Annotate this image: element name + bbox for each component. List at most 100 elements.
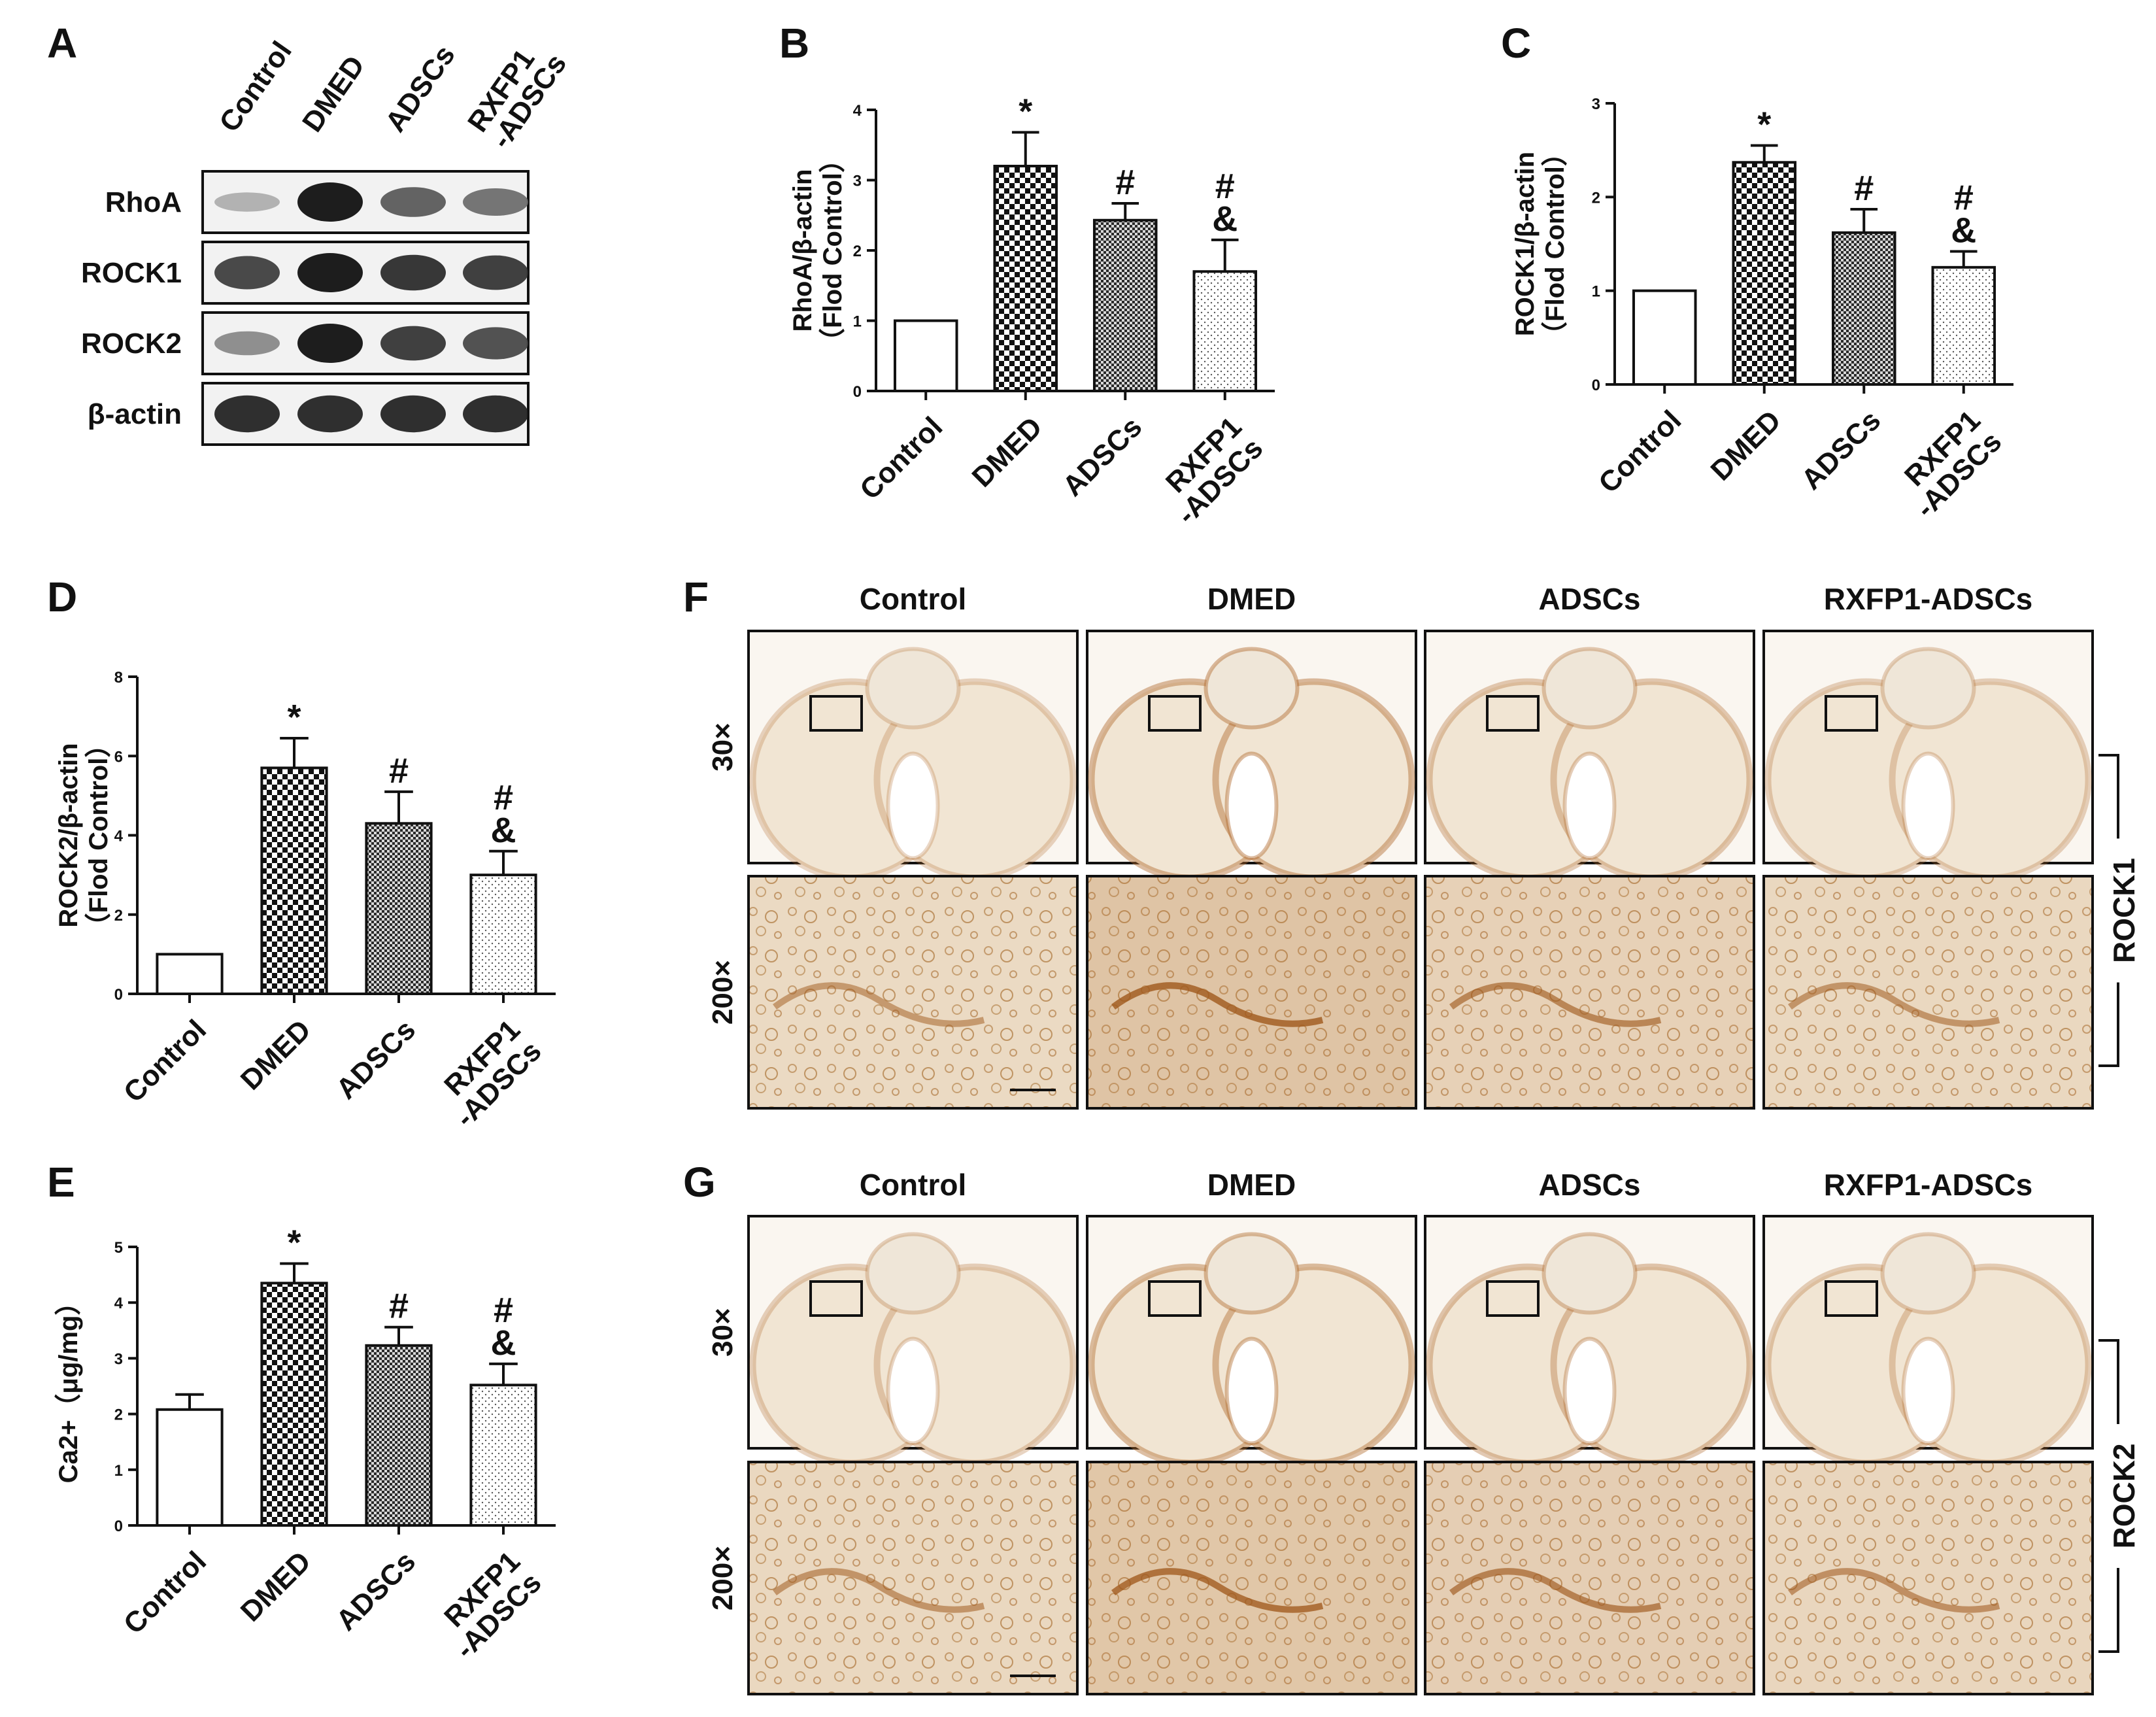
significance-mark-line: # bbox=[389, 1287, 409, 1326]
magnification-label: 30× bbox=[707, 1308, 739, 1357]
panel-label-g: G bbox=[683, 1159, 716, 1206]
y-tick-label: 2 bbox=[114, 1406, 123, 1424]
category-label: ADSCs bbox=[330, 1013, 422, 1105]
category-label: Control bbox=[118, 1545, 212, 1640]
y-tick-label: 6 bbox=[114, 748, 123, 766]
vessel-region bbox=[1901, 1336, 1955, 1446]
blot-band bbox=[297, 395, 363, 433]
category-label-line: ADSCs bbox=[330, 1013, 422, 1105]
zoom-box bbox=[1825, 1280, 1878, 1317]
y-tick-label: 3 bbox=[114, 1350, 123, 1368]
y-tick-label: 3 bbox=[1592, 95, 1600, 113]
category-label-line: Control bbox=[1592, 404, 1687, 499]
y-axis-label-line: Ca2+（μg/mg） bbox=[54, 1289, 83, 1484]
y-tick-label: 4 bbox=[114, 1295, 124, 1312]
significance-mark-line: # bbox=[389, 751, 409, 790]
significance-mark-line: * bbox=[1757, 105, 1771, 144]
category-label-line: DMED bbox=[966, 411, 1049, 493]
category-label: DMED bbox=[235, 1545, 317, 1627]
bar bbox=[365, 822, 433, 995]
significance-mark: * bbox=[1019, 92, 1032, 131]
side-label-backdrop bbox=[2105, 1424, 2144, 1568]
y-tick-label: 1 bbox=[1592, 283, 1600, 301]
y-axis-label-line: ROCK1/β-actin bbox=[1511, 152, 1540, 336]
panel-label-b: B bbox=[779, 20, 809, 67]
category-label-line: DMED bbox=[235, 1545, 317, 1627]
histology-column-header: Control bbox=[860, 1168, 967, 1202]
histology-column-header: RXFP1-ADSCs bbox=[1824, 582, 2033, 616]
bar bbox=[1192, 270, 1258, 392]
blot-lane-label: Control bbox=[213, 36, 298, 138]
zoom-box bbox=[1486, 695, 1540, 732]
magnification-label-line: 200× bbox=[707, 1546, 739, 1610]
bar bbox=[1931, 265, 1996, 386]
histology-column-header: RXFP1-ADSCs bbox=[1824, 1168, 2033, 1202]
side-label: ROCK2 bbox=[2107, 1443, 2141, 1548]
y-axis-label: ROCK1/β-actin（Flod Control） bbox=[1511, 140, 1570, 348]
significance-mark: * bbox=[287, 1223, 301, 1263]
urethra-region bbox=[865, 1232, 961, 1315]
urethra-region bbox=[865, 647, 961, 730]
side-label-line: ROCK2 bbox=[2107, 1443, 2141, 1548]
magnification-label-line: 200× bbox=[707, 960, 739, 1025]
category-label-line: Control bbox=[118, 1013, 212, 1108]
stained-septum bbox=[773, 1568, 985, 1613]
vessel-region bbox=[1901, 751, 1955, 860]
y-tick-label: 1 bbox=[114, 1462, 123, 1480]
stained-septum bbox=[1788, 1568, 2000, 1613]
zoom-box bbox=[809, 695, 863, 732]
significance-mark-line: # bbox=[1115, 163, 1135, 202]
blot-band bbox=[380, 326, 446, 361]
blot-protein-label: ROCK2 bbox=[81, 328, 182, 360]
y-axis-label-line: （Flod Control） bbox=[84, 732, 113, 940]
histology-column-header: DMED bbox=[1207, 582, 1296, 616]
category-label-line: DMED bbox=[235, 1013, 317, 1096]
histology-column-header: Control bbox=[860, 582, 967, 616]
y-axis-label: RhoA/β-actin（Flod Control） bbox=[788, 146, 847, 354]
significance-mark-line: # bbox=[1954, 178, 1974, 217]
bar bbox=[260, 766, 328, 995]
blot-band bbox=[380, 254, 446, 291]
bar bbox=[1831, 231, 1896, 386]
y-axis-label-line: （Flod Control） bbox=[818, 146, 847, 354]
zoom-box bbox=[1148, 1280, 1202, 1317]
urethra-region bbox=[1880, 647, 1976, 730]
significance-mark: # bbox=[389, 751, 409, 790]
panel-label-e: E bbox=[47, 1159, 75, 1206]
blot-band bbox=[297, 182, 363, 222]
category-label: DMED bbox=[235, 1013, 317, 1096]
category-label: DMED bbox=[1705, 404, 1787, 486]
magnification-label: 200× bbox=[707, 1546, 739, 1610]
vessel-region bbox=[886, 751, 940, 860]
category-label: RXFP1-ADSCs bbox=[1888, 404, 2008, 524]
significance-mark: # & bbox=[1212, 167, 1238, 239]
y-tick-label: 8 bbox=[114, 669, 123, 687]
vessel-region bbox=[1562, 751, 1617, 860]
panel-label-d: D bbox=[47, 573, 77, 620]
histology-block-G: G Control DMED ADSCs RXFP1-ADSCs 30× 200× ROCK2 bbox=[683, 1159, 2144, 1695]
bar bbox=[1732, 161, 1797, 386]
magnification-label-line: 30× bbox=[707, 1308, 739, 1357]
category-label: Control bbox=[1592, 404, 1687, 499]
panel-label-a: A bbox=[47, 20, 77, 67]
y-axis-label-line: （Flod Control） bbox=[1541, 140, 1570, 348]
y-tick-label: 2 bbox=[1592, 189, 1600, 207]
urethra-region bbox=[1541, 1232, 1638, 1315]
y-tick-label: 4 bbox=[114, 828, 124, 845]
panel-label-c: C bbox=[1501, 20, 1531, 67]
category-label: RXFP1-ADSCs bbox=[428, 1013, 548, 1133]
blot-band bbox=[380, 395, 446, 433]
vessel-region bbox=[1224, 1336, 1279, 1446]
side-label-line: ROCK1 bbox=[2107, 858, 2141, 963]
stained-septum bbox=[773, 982, 985, 1027]
blot-band bbox=[463, 327, 528, 360]
bar bbox=[469, 874, 537, 995]
blot-lane-label-line: ADSCs bbox=[379, 39, 462, 137]
category-label: ADSCs bbox=[1795, 404, 1887, 496]
stained-septum bbox=[1449, 1568, 1662, 1613]
zoom-box bbox=[1148, 695, 1202, 732]
side-label-backdrop bbox=[2105, 838, 2144, 983]
blot-lane-label-line: Control bbox=[213, 36, 298, 138]
blot-band bbox=[214, 331, 280, 356]
stained-septum bbox=[1111, 1568, 1324, 1613]
